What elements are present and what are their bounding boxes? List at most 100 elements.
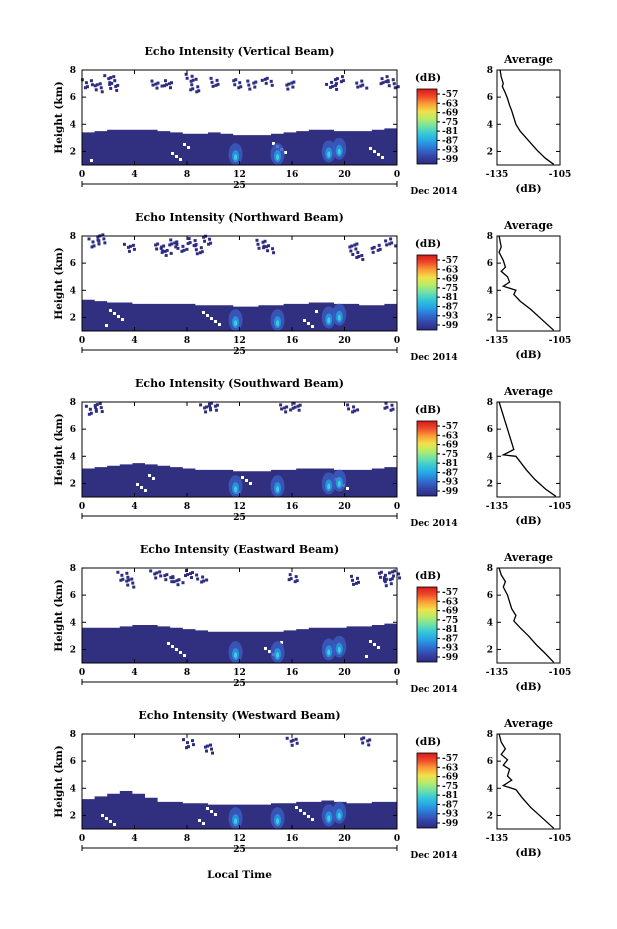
clutter-pixel [289,408,293,412]
clutter-pixel [109,76,113,80]
echo-gap [210,810,213,813]
colorbar-tick-label: -75 [442,118,458,128]
profile-x-axis-label: (dB) [515,515,541,527]
profile-y-tick-label: 4 [487,618,493,628]
clutter-pixel [187,745,190,749]
clutter-pixel [290,81,294,85]
clutter-pixel [371,250,375,254]
clutter-pixel [362,736,366,740]
colorbar [416,254,438,331]
clutter-pixel [352,405,356,409]
clutter-pixel [132,585,136,589]
chart-title: Echo Intensity (Southward Beam) [135,377,344,390]
x-tick-label: 0 [79,170,85,180]
profile-x-tick-label: -135 [486,668,509,678]
clutter-pixel [195,90,199,94]
clutter-pixel [169,251,173,255]
clutter-pixel [109,86,113,90]
clutter-pixel [100,410,104,414]
echo-peak [327,815,331,822]
clutter-pixel [116,83,120,87]
colorbar-tick-label: -93 [442,810,458,820]
x-tick-label: 20 [338,668,351,678]
clutter-pixel [93,405,97,409]
clutter-pixel [87,237,91,241]
clutter-pixel [360,254,364,257]
date-label: Dec 2014 [410,685,457,695]
clutter-pixel [389,237,393,241]
colorbar-tick-label: -75 [442,782,458,792]
profile-x-axis-label: (dB) [515,349,541,361]
x-tick-label: 8 [184,668,190,678]
clutter-pixel [290,743,294,747]
clutter-pixel [176,583,180,587]
clutter-pixel [96,235,100,239]
profile-y-tick-label: 2 [487,147,493,157]
colorbar-tick-label: -57 [442,256,458,266]
echo-gap [113,823,116,826]
y-axis-label: Height (km) [53,413,65,485]
clutter-pixel [382,576,386,580]
clutter-pixel [131,243,135,247]
colorbar-tick-label: -93 [442,312,458,322]
clutter-pixel [205,578,209,582]
chart-title: Echo Intensity (Westward Beam) [138,709,340,722]
echo-gap [299,809,302,812]
profile-y-tick-label: 4 [487,286,493,296]
clutter-pixel [169,86,172,90]
clutter-pixel [195,252,199,256]
echo-gap [140,486,143,489]
clutter-pixel [355,581,358,585]
clutter-pixel [293,580,297,584]
echo-gap [303,319,306,322]
echo-gap [346,487,349,490]
clutter-pixel [272,251,276,255]
clutter-pixel [288,573,292,577]
x-tick-label: 0 [394,502,400,512]
colorbar-tick-label: -57 [442,754,458,764]
clutter-pixel [163,574,167,578]
colorbar-unit: (dB) [415,238,441,250]
x-tick-label: 8 [184,170,190,180]
clutter-pixel [189,572,192,576]
echo-gap [121,318,124,321]
echo-gap [264,647,267,650]
x-tick-label: 8 [184,834,190,844]
profile-x-tick-label: -105 [549,668,572,678]
clutter-pixel [296,404,300,408]
clutter-pixel [352,582,355,586]
clutter-pixel [156,242,160,246]
clutter-pixel [351,410,355,414]
profile-title: Average [503,385,553,398]
clutter-pixel [294,737,298,741]
clutter-pixel [289,739,293,743]
clutter-pixel [185,746,188,750]
clutter-pixel [110,81,114,85]
clutter-pixel [385,405,389,409]
clutter-pixel [391,78,395,82]
clutter-pixel [173,241,177,245]
colorbar-tick-label: -57 [442,90,458,100]
clutter-pixel [357,580,360,584]
clutter-pixel [291,406,295,410]
clutter-pixel [208,404,212,408]
profile-line [498,733,555,829]
clutter-pixel [255,238,259,242]
clutter-pixel [384,584,388,588]
x-tick-label: 4 [131,336,137,346]
clutter-pixel [158,570,162,574]
clutter-pixel [175,579,179,583]
echo-gap [373,150,376,153]
clutter-pixel [287,82,291,86]
profile-x-tick-label: -105 [549,834,572,844]
clutter-pixel [291,738,295,742]
clutter-pixel [209,408,213,412]
clutter-pixel [284,410,288,414]
profile-y-tick-label: 8 [487,398,493,408]
clutter-pixel [370,246,374,250]
clutter-pixel [383,573,387,577]
clutter-pixel [356,408,360,412]
colorbar-tick-label: -87 [442,800,458,810]
clutter-pixel [191,78,195,82]
clutter-pixel [151,83,155,87]
